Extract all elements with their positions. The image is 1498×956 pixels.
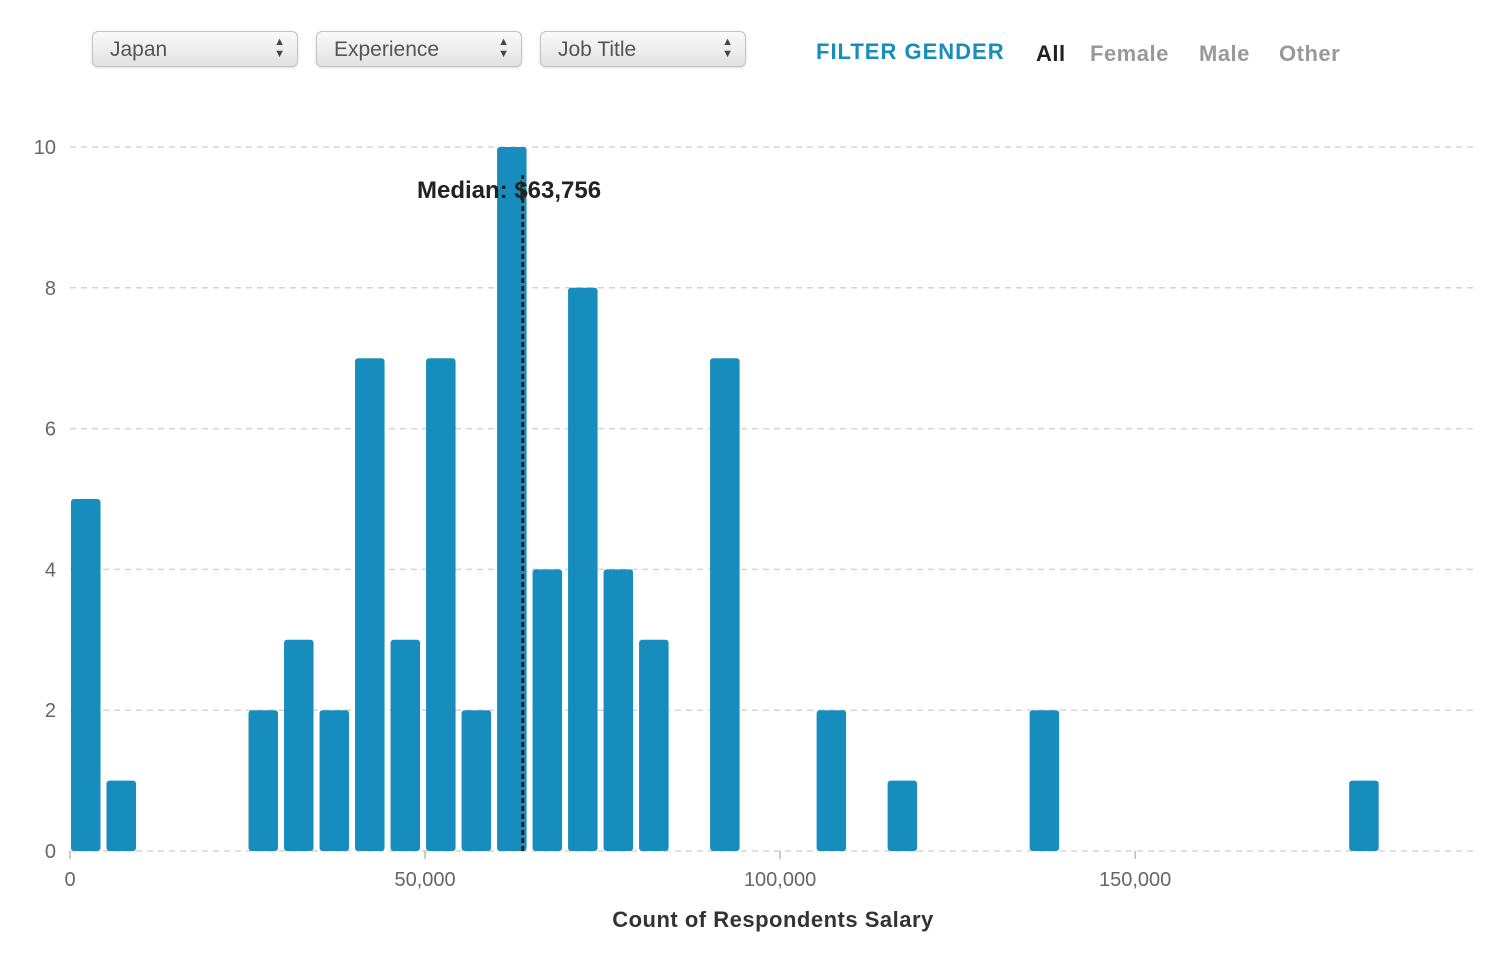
axes: 0 2 4 6 8 10 0 50,000 100,000 150,000 <box>34 137 1172 891</box>
x-tick-label: 100,000 <box>744 869 816 891</box>
y-tick-label: 10 <box>34 137 56 159</box>
x-tick-label: 50,000 <box>394 869 455 891</box>
histogram-bar[interactable] <box>639 639 669 851</box>
histogram-bar[interactable] <box>532 569 563 851</box>
histogram-bar[interactable] <box>319 710 350 851</box>
histogram-bar[interactable] <box>887 780 918 851</box>
histogram-bar[interactable] <box>461 710 492 851</box>
histogram-bar[interactable] <box>816 710 847 851</box>
histogram-bar[interactable] <box>710 358 740 851</box>
select-arrows-icon: ▲ ▼ <box>274 36 285 60</box>
median-marker: Median: $63,756 <box>417 175 601 851</box>
job-title-select[interactable]: Job Title ▲ ▼ <box>540 31 746 67</box>
median-label: Median: $63,756 <box>417 177 601 204</box>
histogram-bar[interactable] <box>284 639 314 851</box>
x-tick-label: 0 <box>64 869 75 891</box>
y-tick-label: 8 <box>45 278 56 300</box>
select-arrows-icon: ▲ ▼ <box>722 36 733 60</box>
experience-select[interactable]: Experience ▲ ▼ <box>316 31 522 67</box>
y-tick-label: 0 <box>45 841 56 863</box>
x-tick-label: 150,000 <box>1099 869 1171 891</box>
filter-gender-title: FILTER GENDER <box>816 39 1005 64</box>
histogram-bar[interactable] <box>1029 710 1060 851</box>
gender-option-other[interactable]: Other <box>1279 41 1341 66</box>
job-title-select-value: Job Title <box>558 38 637 61</box>
y-tick-label: 2 <box>45 700 56 722</box>
experience-select-value: Experience <box>334 38 440 61</box>
histogram-bar[interactable] <box>497 147 527 851</box>
histogram-bar[interactable] <box>390 639 421 851</box>
x-axis-label: Count of Respondents Salary <box>612 907 934 932</box>
histogram-bars <box>71 147 1379 851</box>
gender-option-male[interactable]: Male <box>1199 41 1250 66</box>
histogram-bar[interactable] <box>426 358 456 851</box>
histogram-bar[interactable] <box>71 499 101 851</box>
gender-option-all[interactable]: All <box>1036 41 1066 66</box>
histogram-bar[interactable] <box>248 710 279 851</box>
histogram-bar[interactable] <box>568 287 598 851</box>
histogram-bar[interactable] <box>1349 780 1379 851</box>
histogram-bar[interactable] <box>355 358 385 851</box>
y-tick-label: 6 <box>45 419 56 441</box>
gender-option-female[interactable]: Female <box>1090 41 1169 66</box>
histogram-bar[interactable] <box>603 569 634 851</box>
country-select[interactable]: Japan ▲ ▼ <box>92 31 298 67</box>
y-tick-label: 4 <box>45 559 56 581</box>
gridlines <box>70 146 1476 852</box>
country-select-value: Japan <box>110 38 168 61</box>
select-arrows-icon: ▲ ▼ <box>498 36 509 60</box>
histogram-bar[interactable] <box>106 780 137 851</box>
